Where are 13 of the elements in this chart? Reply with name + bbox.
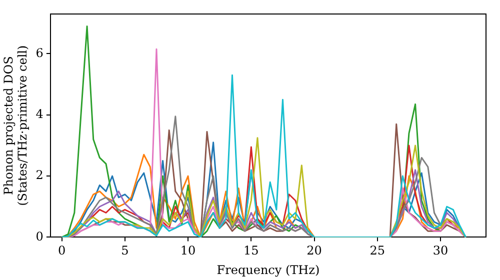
- y-tick-label: 2: [36, 168, 44, 182]
- x-tick-label: 25: [370, 244, 386, 258]
- x-tick-label: 15: [244, 244, 259, 258]
- x-tick-label: 20: [306, 244, 322, 258]
- x-tick-label: 0: [58, 244, 66, 258]
- x-tick-label: 30: [432, 244, 448, 258]
- x-tick-label: 10: [180, 244, 196, 258]
- x-axis-title: Frequency (THz): [216, 262, 320, 277]
- x-tick-label: 5: [121, 244, 129, 258]
- y-tick-label: 6: [36, 46, 44, 60]
- y-axis-title: Phonon projected DOS (States/THz·primitive cell): [1, 45, 30, 206]
- y-tick-label: 4: [36, 107, 44, 122]
- y-tick-label: 0: [36, 229, 44, 244]
